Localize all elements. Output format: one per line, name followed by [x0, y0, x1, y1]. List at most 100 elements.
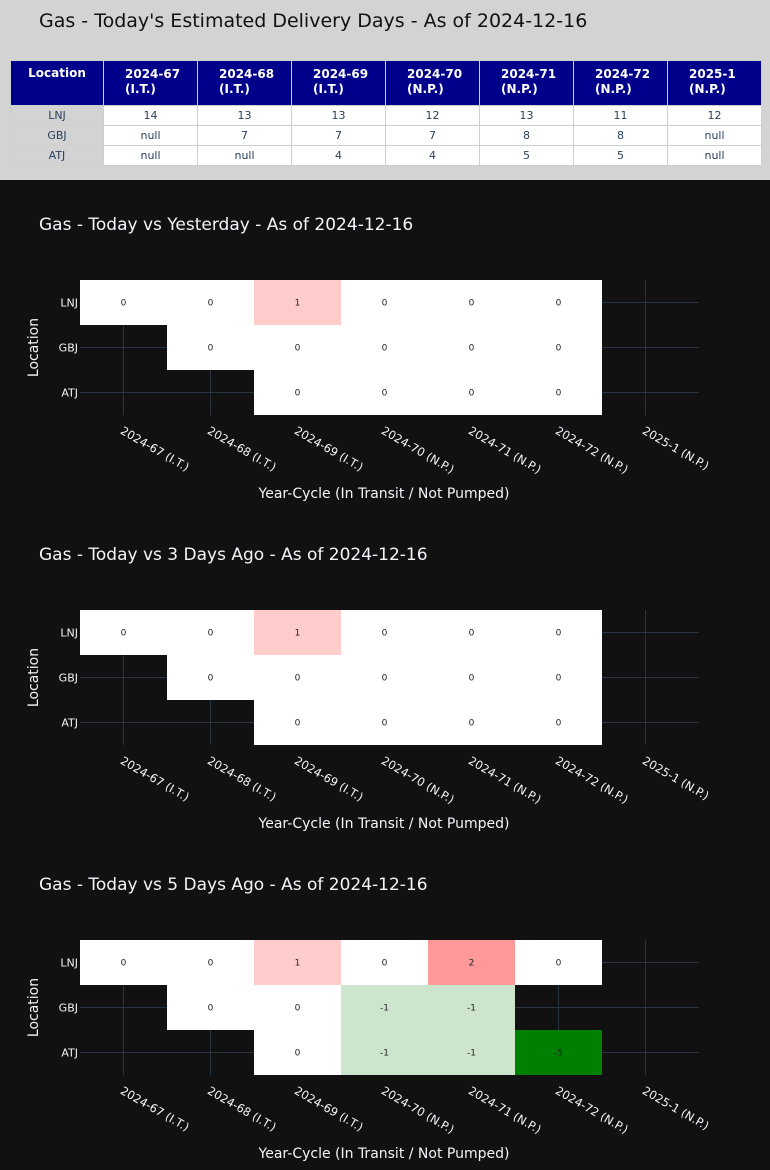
- heatmap-today-vs-3-days-ago: Gas - Today vs 3 Days Ago - As of 2024-1…: [26, 545, 711, 832]
- heatmap-cell: [254, 655, 341, 700]
- table-cell: 7: [291, 125, 386, 146]
- x-axis-title: Year-Cycle (In Transit / Not Pumped): [258, 486, 510, 502]
- chart-title: Gas - Today vs Yesterday - As of 2024-12…: [39, 215, 413, 235]
- table-header-cycle: 2024-72 (N.P.): [573, 60, 668, 106]
- x-tick-label: 2024-67 (I.T.): [118, 753, 192, 804]
- cell-value-label: 0: [469, 629, 475, 639]
- table-cell: null: [667, 145, 762, 166]
- cell-value-label: 0: [295, 389, 301, 399]
- heatmap-today-vs-yesterday: Gas - Today vs Yesterday - As of 2024-12…: [26, 215, 711, 502]
- table-cell: null: [667, 125, 762, 146]
- heatmap-cell: [167, 325, 254, 370]
- heatmap-cell: [341, 280, 428, 325]
- table-row-location: GBJ: [10, 125, 104, 146]
- cell-value-label: 0: [208, 344, 214, 354]
- table-cell: 8: [479, 125, 574, 146]
- heatmap-cell: [428, 370, 515, 415]
- table-title: Gas - Today's Estimated Delivery Days - …: [39, 10, 588, 32]
- heatmap-cell: [341, 655, 428, 700]
- cell-value-label: 0: [556, 959, 562, 969]
- heatmap-today-vs-5-days-ago: Gas - Today vs 5 Days Ago - As of 2024-1…: [26, 875, 711, 1162]
- table-cell: 5: [479, 145, 574, 166]
- y-axis-title: Location: [26, 648, 42, 707]
- x-tick-label: 2024-72 (N.P.): [553, 753, 631, 806]
- x-tick-label: 2024-69 (I.T.): [292, 753, 366, 804]
- x-tick-label: 2024-70 (N.P.): [379, 1083, 457, 1136]
- table-cell: 7: [197, 125, 292, 146]
- x-tick-label: 2024-68 (I.T.): [205, 423, 279, 474]
- x-tick-label: 2024-71 (N.P.): [466, 753, 544, 806]
- heatmap-cell: [428, 610, 515, 655]
- cell-value-label: 0: [121, 959, 127, 969]
- cell-value-label: 0: [208, 1004, 214, 1014]
- cell-value-label: 0: [295, 344, 301, 354]
- chart-title: Gas - Today vs 3 Days Ago - As of 2024-1…: [39, 545, 428, 565]
- x-axis-title: Year-Cycle (In Transit / Not Pumped): [258, 1146, 510, 1162]
- y-tick-label: ATJ: [61, 387, 78, 400]
- cell-value-label: 0: [556, 719, 562, 729]
- heatmap-cell: [341, 985, 428, 1030]
- x-tick-label: 2024-70 (N.P.): [379, 753, 457, 806]
- heatmap-cell: [428, 985, 515, 1030]
- heatmap-cell: [515, 325, 602, 370]
- x-axis-title: Year-Cycle (In Transit / Not Pumped): [258, 816, 510, 832]
- y-tick-label: LNJ: [60, 297, 78, 310]
- table-cell: 12: [385, 105, 480, 126]
- table-cell: 4: [385, 145, 480, 166]
- summary-panel: Gas - Today's Estimated Delivery Days - …: [0, 0, 770, 180]
- cell-value-label: 0: [382, 959, 388, 969]
- table-cell: 13: [479, 105, 574, 126]
- table-cell: 8: [573, 125, 668, 146]
- x-tick-label: 2024-70 (N.P.): [379, 423, 457, 476]
- heatmap-cell: [428, 940, 515, 985]
- heatmap-cell: [167, 610, 254, 655]
- cell-value-label: -1: [380, 1004, 389, 1014]
- x-tick-label: 2024-67 (I.T.): [118, 1083, 192, 1134]
- cell-value-label: 0: [382, 719, 388, 729]
- table-cell: 13: [197, 105, 292, 126]
- heatmap-cell: [254, 1030, 341, 1075]
- x-tick-label: 2024-72 (N.P.): [553, 1083, 631, 1136]
- cell-value-label: -5: [554, 1049, 563, 1059]
- table-header-cycle: 2024-68 (I.T.): [197, 60, 292, 106]
- cell-value-label: 0: [382, 674, 388, 684]
- cell-value-label: -1: [467, 1049, 476, 1059]
- cell-value-label: 2: [469, 959, 475, 969]
- cell-value-label: 0: [469, 389, 475, 399]
- heatmap-cell: [80, 610, 167, 655]
- y-tick-label: ATJ: [61, 717, 78, 730]
- table-header-cycle: 2025-1 (N.P.): [667, 60, 762, 106]
- delivery-days-table: Location 2024-67 (I.T.) 2024-68 (I.T.) 2024-6…: [10, 60, 762, 166]
- y-axis-title: Location: [26, 978, 42, 1037]
- heatmap-cell: [167, 985, 254, 1030]
- table-header-location: Location: [10, 60, 104, 106]
- cell-value-label: 0: [208, 674, 214, 684]
- heatmap-cell: [515, 655, 602, 700]
- heatmap-cell: [428, 280, 515, 325]
- cell-value-label: 0: [556, 674, 562, 684]
- table-cell: 12: [667, 105, 762, 126]
- heatmap-cell: [515, 940, 602, 985]
- cell-value-label: 0: [556, 389, 562, 399]
- y-tick-label: GBJ: [59, 342, 78, 355]
- table-row-location: LNJ: [10, 105, 104, 126]
- table-cell: null: [103, 145, 198, 166]
- heatmap-cell: [515, 370, 602, 415]
- y-tick-label: GBJ: [59, 672, 78, 685]
- heatmap-cell: [80, 940, 167, 985]
- table-cell: 13: [291, 105, 386, 126]
- x-tick-label: 2024-69 (I.T.): [292, 423, 366, 474]
- x-tick-label: 2024-68 (I.T.): [205, 1083, 279, 1134]
- heatmap-cell: [341, 700, 428, 745]
- heatmap-cell: [254, 940, 341, 985]
- chart-title: Gas - Today vs 5 Days Ago - As of 2024-1…: [39, 875, 428, 895]
- cell-value-label: 0: [121, 299, 127, 309]
- table-cell: 5: [573, 145, 668, 166]
- x-tick-label: 2024-71 (N.P.): [466, 423, 544, 476]
- cell-value-label: 0: [556, 344, 562, 354]
- table-row: GBJ null 7 7 7 8 8 null: [10, 125, 762, 146]
- cell-value-label: 1: [295, 959, 301, 969]
- x-tick-label: 2025-1 (N.P.): [640, 753, 711, 802]
- table-cell: 11: [573, 105, 668, 126]
- x-tick-label: 2024-67 (I.T.): [118, 423, 192, 474]
